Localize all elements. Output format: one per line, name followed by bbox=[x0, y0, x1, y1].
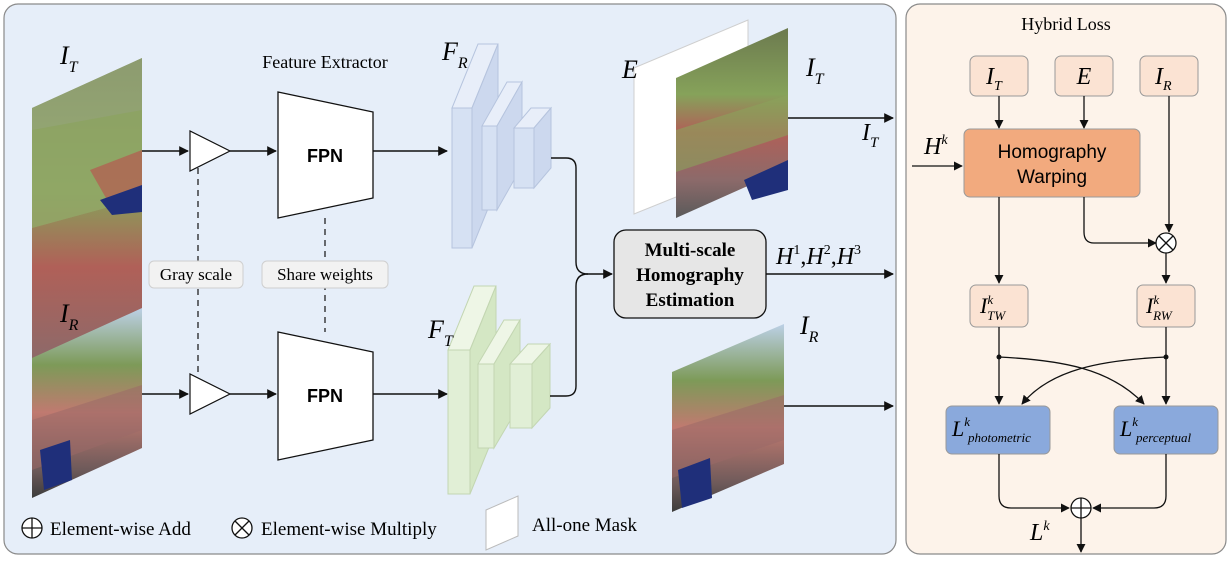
fpn-label-bottom: FPN bbox=[307, 386, 343, 406]
irw-label: Ik RW bbox=[1145, 292, 1173, 323]
arrow-warping-to-multiply bbox=[1083, 197, 1157, 248]
output-it-label: IT bbox=[861, 120, 880, 151]
estimation-label-line1: Multi-scale bbox=[645, 240, 736, 261]
grayscale-op-bottom bbox=[189, 373, 232, 415]
total-loss-label: Lk bbox=[1029, 519, 1050, 546]
masked-target-label: IT bbox=[805, 53, 825, 88]
input-it-label: IT bbox=[985, 64, 1003, 94]
multiply-node bbox=[1155, 232, 1177, 254]
feature-ft-label: FT bbox=[427, 315, 454, 350]
fpn-block-bottom bbox=[277, 331, 374, 461]
feature-fr-label: FR bbox=[441, 37, 468, 72]
connector-fr-to-estimation bbox=[551, 157, 613, 279]
itw-label: Ik TW bbox=[979, 292, 1006, 323]
arrow-perceptual-to-add bbox=[1092, 454, 1167, 513]
legend-multiply-label: Element-wise Multiply bbox=[261, 519, 437, 540]
mask-e-label: E bbox=[621, 55, 638, 84]
input-ir-label: IR bbox=[1154, 64, 1172, 94]
grayscale-op-top bbox=[189, 130, 232, 172]
perceptual-loss-label: Lk perceptual bbox=[1119, 414, 1192, 445]
arrow-photometric-to-add bbox=[998, 454, 1070, 513]
input-reference-label: IR bbox=[59, 299, 79, 334]
fpn-block-top bbox=[277, 91, 374, 219]
photometric-loss-label: Lk photometric bbox=[951, 414, 1031, 445]
legend-add-label: Element-wise Add bbox=[50, 519, 191, 540]
reference-image-right bbox=[672, 324, 784, 512]
legend-mask-label: All-one Mask bbox=[532, 515, 638, 536]
feature-pyramid-fr bbox=[451, 43, 553, 249]
feature-pyramid-ft bbox=[447, 285, 552, 495]
mask-symbol-icon bbox=[485, 495, 519, 551]
photometric-loss-box bbox=[945, 405, 1051, 455]
add-node bbox=[1070, 497, 1092, 519]
homography-outputs-label: H1,H2,H3 bbox=[775, 243, 861, 270]
input-reference-image bbox=[32, 308, 142, 498]
reference-image-right-label: IR bbox=[799, 311, 819, 346]
legend-mask: All-one Mask bbox=[485, 495, 638, 551]
gray-scale-label: Gray scale bbox=[160, 265, 232, 284]
estimation-label-line3: Estimation bbox=[646, 290, 735, 311]
input-e-label: E bbox=[1076, 64, 1092, 90]
hk-label: Hk bbox=[923, 133, 948, 160]
input-target-label: IT bbox=[59, 41, 79, 76]
hybrid-loss-title: Hybrid Loss bbox=[1021, 14, 1111, 34]
share-weights-label-box bbox=[261, 260, 389, 289]
legend-multiply: Element-wise Multiply bbox=[231, 517, 437, 540]
gray-scale-label-box bbox=[148, 260, 244, 289]
masked-target-image bbox=[676, 28, 788, 218]
fpn-label-top: FPN bbox=[307, 146, 343, 166]
estimation-label-line2: Homography bbox=[636, 265, 744, 286]
warping-label-line2: Warping bbox=[1017, 167, 1087, 188]
feature-extractor-label: Feature Extractor bbox=[262, 52, 387, 72]
arrow-irw-to-photometric bbox=[1021, 356, 1167, 405]
legend-add: Element-wise Add bbox=[21, 517, 191, 540]
input-target-image bbox=[32, 58, 142, 438]
share-weights-label: Share weights bbox=[277, 265, 373, 284]
homography-warping-box bbox=[963, 128, 1141, 198]
warping-label-line1: Homography bbox=[998, 142, 1107, 163]
connector-ft-to-estimation bbox=[550, 273, 589, 397]
